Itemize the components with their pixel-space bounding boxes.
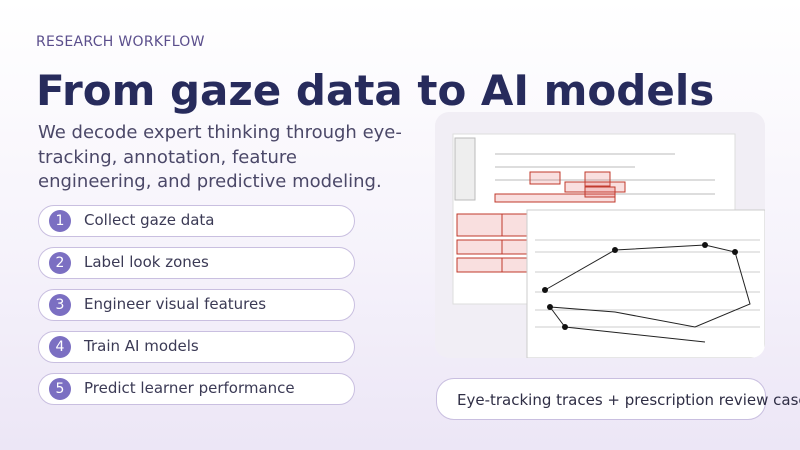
step-number: 4: [49, 336, 71, 358]
step-label: Label look zones: [84, 253, 209, 271]
step-label: Train AI models: [84, 337, 199, 355]
step-pill: 3 Engineer visual features: [38, 289, 355, 321]
step-pill: 2 Label look zones: [38, 247, 355, 279]
step-number: 2: [49, 252, 71, 274]
step-pill: 1 Collect gaze data: [38, 205, 355, 237]
step-pill: 4 Train AI models: [38, 331, 355, 363]
screenshot: [452, 133, 765, 358]
eyebrow: RESEARCH WORKFLOW: [36, 34, 205, 50]
screenshot-card: [435, 112, 765, 358]
step-number: 1: [49, 210, 71, 232]
title: From gaze data to AI models: [36, 66, 715, 115]
step-label: Engineer visual features: [84, 295, 267, 313]
step-label: Collect gaze data: [84, 211, 215, 229]
caption-pill: [436, 378, 766, 420]
step-label: Predict learner performance: [84, 379, 295, 397]
step-number: 3: [49, 294, 71, 316]
step-pill: 5 Predict learner performance: [38, 373, 355, 405]
subtitle: We decode expert thinking through eye-tr…: [38, 122, 402, 192]
caption: Eye-tracking traces + prescription revie…: [457, 391, 800, 409]
step-number: 5: [49, 378, 71, 400]
